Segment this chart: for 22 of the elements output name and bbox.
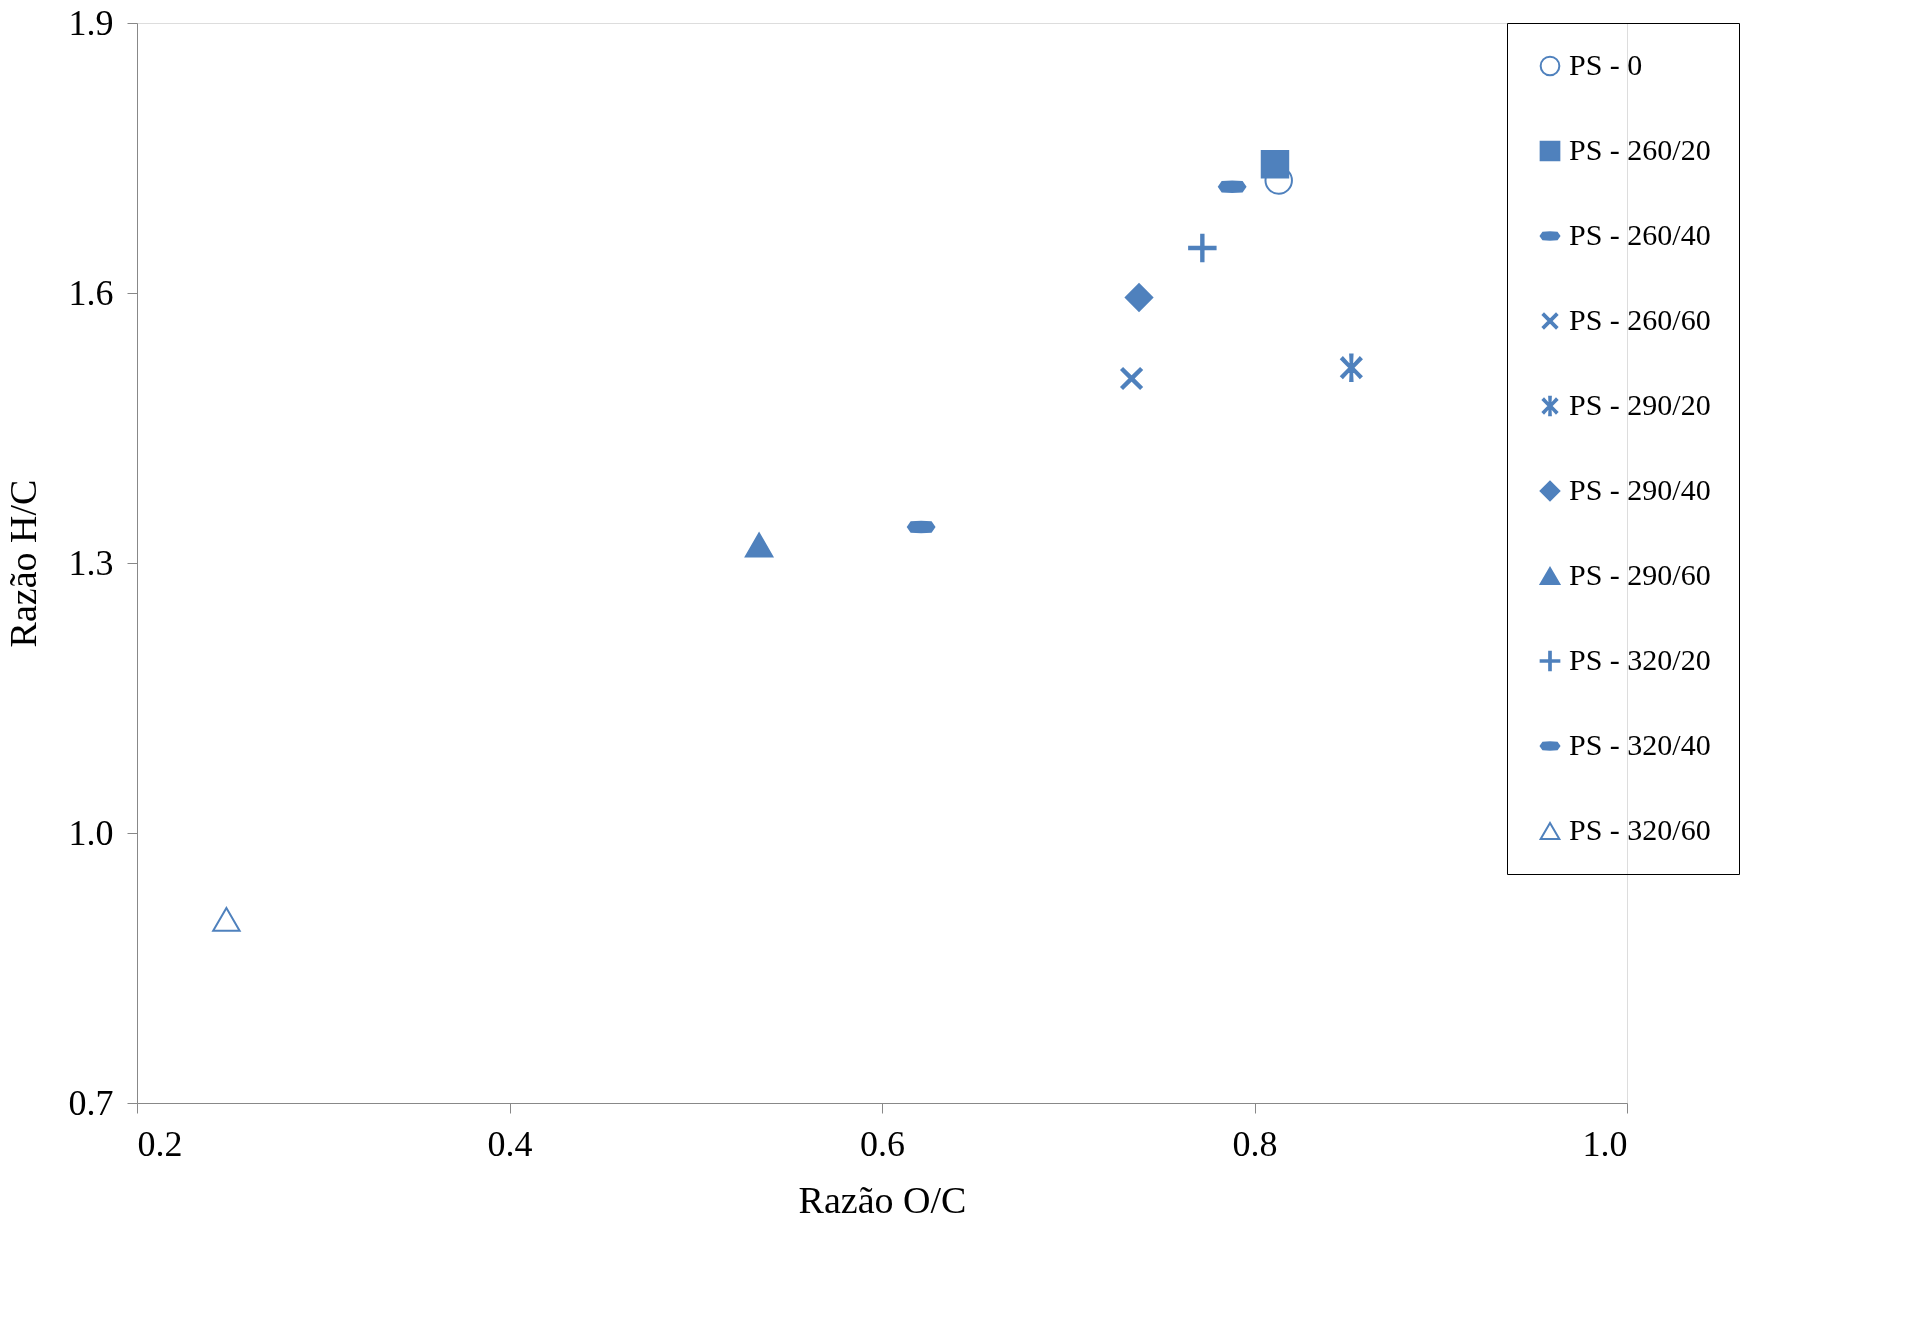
legend-label: PS - 320/60 (1569, 813, 1711, 846)
legend-label: PS - 290/20 (1569, 388, 1711, 421)
legend-label: PS - 320/40 (1569, 728, 1711, 761)
x-tick-label: 0.8 (1232, 1123, 1278, 1164)
legend-label: PS - 290/40 (1569, 473, 1711, 506)
x-tick-label: 0.6 (860, 1123, 905, 1164)
y-tick-label: 1.6 (68, 272, 114, 313)
y-tick-label: 1.0 (68, 812, 114, 853)
y-axis-title: Razão H/C (1, 479, 44, 648)
legend-label: PS - 320/20 (1569, 643, 1711, 676)
legend-label: PS - 260/60 (1569, 303, 1711, 336)
x-tick-label: 1.0 (1582, 1123, 1628, 1164)
x-tick-label: 0.4 (487, 1123, 533, 1164)
legend-label: PS - 290/60 (1569, 558, 1711, 591)
y-tick-label: 1.9 (68, 2, 114, 43)
legend-label: PS - 260/20 (1569, 133, 1711, 166)
x-tick-label: 0.2 (137, 1123, 183, 1164)
x-axis-title: Razão O/C (798, 1178, 967, 1221)
y-tick-label: 0.7 (68, 1082, 114, 1123)
legend-label: PS - 260/40 (1569, 218, 1711, 251)
y-tick-label: 1.3 (68, 542, 114, 583)
legend-label: PS - 0 (1569, 48, 1643, 81)
